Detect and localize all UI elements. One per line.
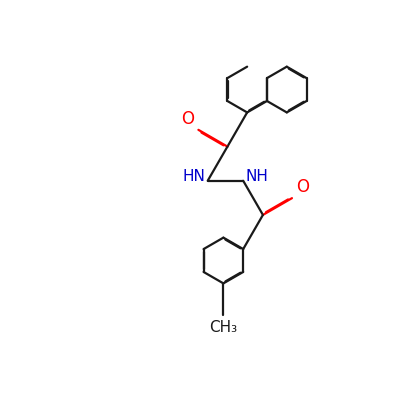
Text: O: O — [182, 110, 194, 128]
Text: O: O — [296, 178, 309, 196]
Text: CH₃: CH₃ — [209, 320, 238, 335]
Text: HN: HN — [183, 169, 206, 184]
Text: NH: NH — [245, 169, 268, 184]
